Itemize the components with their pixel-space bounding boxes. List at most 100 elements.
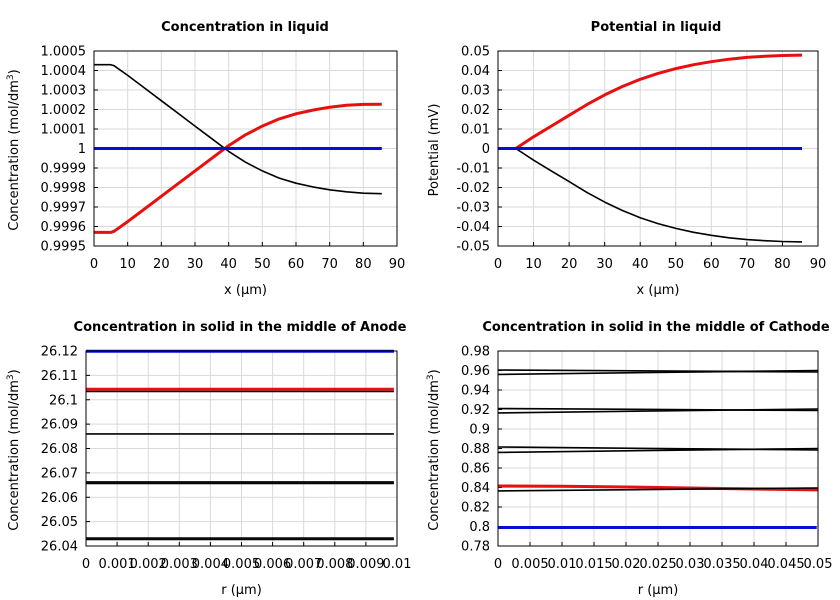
y-axis-label-tail: ) [427, 369, 442, 374]
chart-panel-4: Concentration in solid in the middle of … [426, 320, 832, 598]
y-tick-label: 0.03 [461, 84, 490, 99]
x-tick-label: 0.002 [130, 557, 167, 572]
x-tick-label: 60 [288, 257, 305, 272]
x-tick-label: 0.035 [703, 557, 740, 572]
plot-frame [93, 50, 398, 247]
x-tick-label: 0.004 [192, 557, 229, 572]
x-tick-label: 80 [355, 257, 372, 272]
y-tick-label: -0.03 [456, 201, 490, 216]
x-tick-label: 0.045 [767, 557, 804, 572]
y-tick-label: 26.04 [41, 540, 78, 555]
series-line-black [498, 147, 803, 243]
y-tick-label: 0.82 [461, 501, 490, 516]
x-tick-label: 0 [494, 257, 502, 272]
y-tick-label: 0.88 [461, 442, 490, 457]
y-tick-label: 0.84 [461, 481, 490, 496]
y-tick-label: -0.05 [456, 240, 490, 255]
y-axis-label-superscript: 3 [426, 374, 436, 380]
x-tick-label: 0.006 [254, 557, 291, 572]
y-axis-label-main: Potential (mV) [427, 104, 442, 197]
y-tick-label: 0.9996 [41, 220, 87, 235]
x-tick-label: 0.05 [804, 557, 833, 572]
x-tick-label: 30 [596, 257, 613, 272]
y-tick-label: 0.9 [469, 423, 490, 438]
x-axis-label: r (µm) [221, 583, 262, 598]
x-tick-label: 60 [703, 257, 720, 272]
x-tick-label: 0.005 [223, 557, 260, 572]
y-tick-label: 0.86 [461, 462, 490, 477]
chart-title: Concentration in solid in the middle of … [482, 320, 830, 335]
x-axis-label: x (µm) [224, 283, 267, 298]
x-tick-label: 70 [739, 257, 756, 272]
y-axis-label-tail: ) [7, 369, 22, 374]
y-tick-label: 26.08 [41, 442, 78, 457]
y-tick-label: 0.01 [461, 123, 490, 138]
y-axis-label-tail: ) [7, 69, 22, 74]
x-tick-label: 0.015 [575, 557, 612, 572]
y-tick-label: -0.02 [456, 181, 490, 196]
y-tick-label: 26.06 [41, 491, 78, 506]
x-tick-label: 0.009 [347, 557, 384, 572]
y-tick-label: 0.8 [469, 520, 490, 535]
x-tick-label: 0 [90, 257, 98, 272]
y-tick-label: -0.01 [456, 162, 490, 177]
x-tick-label: 0.007 [285, 557, 322, 572]
x-tick-label: 0.003 [161, 557, 198, 572]
x-tick-label: 20 [153, 257, 170, 272]
x-tick-label: 90 [389, 257, 406, 272]
y-axis-label: Concentration (mol/dm3) [6, 369, 22, 531]
y-tick-label: 1.0001 [41, 123, 87, 138]
chart-panel-2: Potential in liquid 0 10 20 30 40 50 60 70 80 90 -0… [427, 20, 826, 298]
y-axis-label: Potential (mV) [427, 104, 442, 197]
series-line-black [497, 487, 819, 492]
x-tick-label: 90 [810, 257, 827, 272]
y-tick-label: 26.05 [41, 515, 78, 530]
series-line-red [498, 53, 803, 150]
y-tick-label: 0.02 [461, 103, 490, 118]
y-tick-label: 1.0002 [41, 103, 87, 118]
y-tick-label: 0.92 [461, 403, 490, 418]
x-tick-label: 50 [668, 257, 685, 272]
x-tick-label: 30 [187, 257, 204, 272]
chart-title: Potential in liquid [591, 20, 722, 35]
chart-panel-3: Concentration in solid in the middle of … [6, 320, 411, 598]
plot-frame [497, 350, 819, 547]
y-tick-label: 0.04 [461, 64, 490, 79]
x-tick-label: 20 [561, 257, 578, 272]
y-tick-label: 0.9998 [41, 181, 87, 196]
y-tick-label: 0.9995 [41, 240, 87, 255]
series-line-red [94, 102, 382, 234]
plot-frame [85, 350, 398, 547]
x-tick-label: 0.025 [639, 557, 676, 572]
x-tick-label: 0.005 [511, 557, 548, 572]
y-axis-label: Concentration (mol/dm3) [6, 69, 22, 231]
x-tick-label: 0.008 [316, 557, 353, 572]
y-tick-label: 26.11 [41, 369, 78, 384]
y-tick-label: 0.78 [461, 540, 490, 555]
y-axis-label: Concentration (mol/dm3) [426, 369, 442, 531]
y-axis-label-main: Concentration (mol/dm [427, 380, 442, 531]
x-tick-label: 10 [119, 257, 136, 272]
y-tick-label: 1 [78, 142, 86, 157]
y-tick-label: 26.07 [41, 466, 78, 481]
y-tick-label: -0.04 [456, 220, 490, 235]
y-tick-label: 1.0005 [41, 45, 87, 60]
x-tick-label: 50 [254, 257, 271, 272]
x-tick-label: 70 [321, 257, 338, 272]
x-tick-label: 40 [632, 257, 649, 272]
y-tick-label: 0.94 [461, 384, 490, 399]
y-axis-label-main: Concentration (mol/dm [7, 380, 22, 531]
x-tick-label: 0 [82, 557, 90, 572]
y-tick-label: 1.0003 [41, 84, 87, 99]
y-tick-label: 0.98 [461, 345, 490, 360]
x-tick-label: 40 [220, 257, 237, 272]
x-tick-label: 0.04 [740, 557, 769, 572]
x-tick-label: 0.02 [612, 557, 641, 572]
x-axis-label: x (µm) [637, 283, 680, 298]
y-tick-label: 0.9997 [41, 201, 87, 216]
y-axis-label-superscript: 3 [6, 74, 16, 80]
y-tick-label: 1.0004 [41, 64, 87, 79]
x-tick-label: 0.01 [383, 557, 412, 572]
x-tick-label: 0.01 [548, 557, 577, 572]
